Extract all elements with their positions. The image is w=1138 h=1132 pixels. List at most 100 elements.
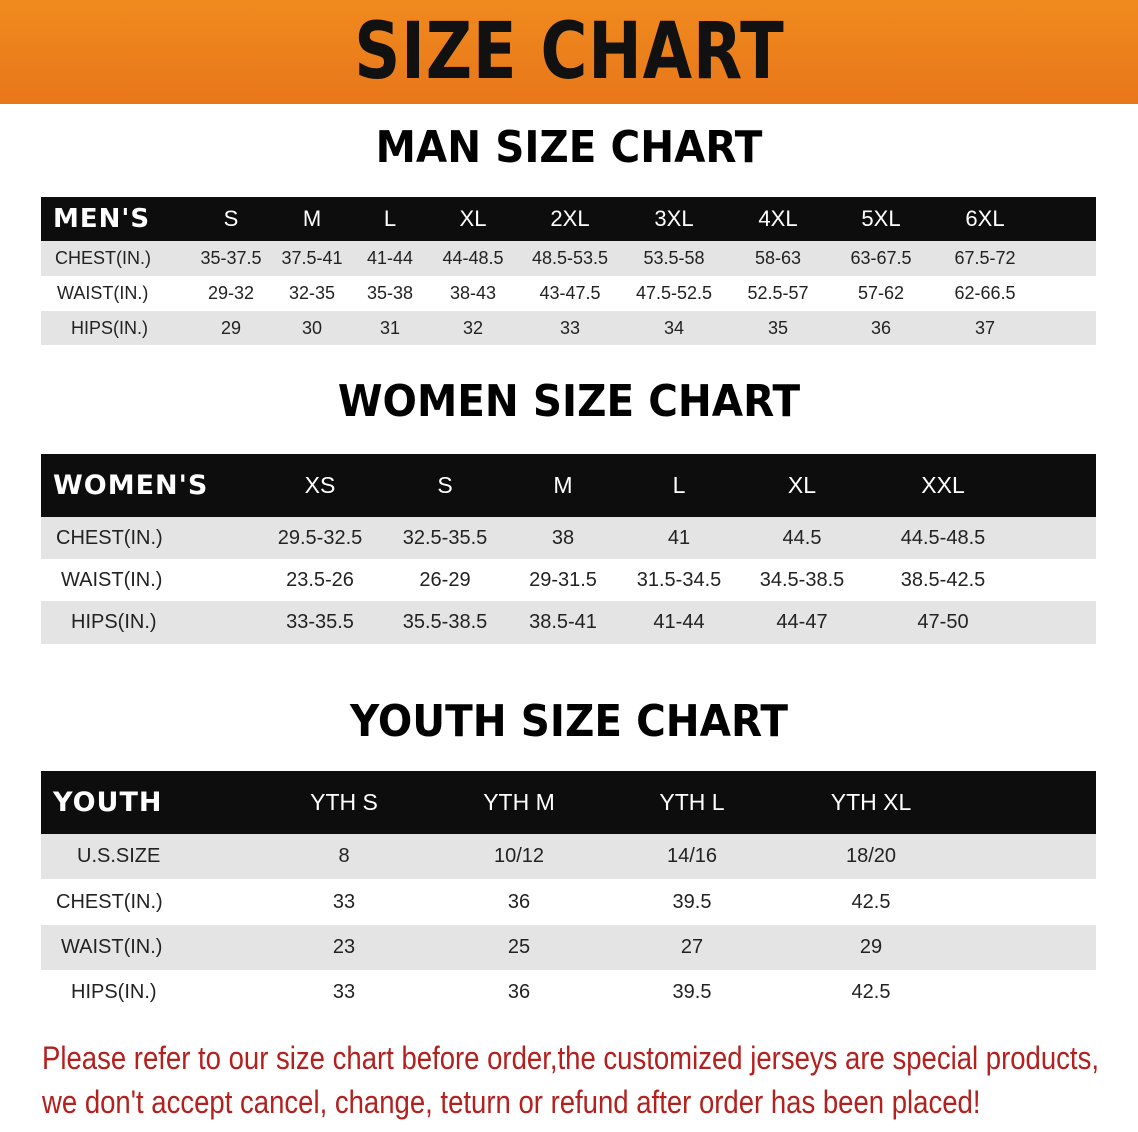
measurement-value: 38.5-41 <box>529 611 597 633</box>
measurement-value: 35 <box>767 317 789 338</box>
size-chart-banner: SIZE CHART <box>0 0 1138 104</box>
size-header-cell: 2XL <box>550 206 590 231</box>
measurement-value: 48.5-53.5 <box>531 248 609 268</box>
measurement-value: 44.5 <box>782 526 822 549</box>
size-header-cell: L <box>383 206 397 231</box>
measurement-value: 35-37.5 <box>200 248 262 268</box>
youth-title: YOUTH SIZE CHART <box>350 696 788 747</box>
size-header-cell: M <box>302 206 322 231</box>
measurement-value: 32-35 <box>288 283 336 303</box>
banner-title: SIZE CHART <box>353 7 785 97</box>
size-header-cell: XL <box>459 206 487 231</box>
measurement-value: 29-32 <box>207 283 255 303</box>
measurement-value: 18/20 <box>845 845 897 867</box>
measurement-label: WAIST(IN.) <box>61 568 163 591</box>
measurement-label: WAIST(IN.) <box>57 283 149 303</box>
measurement-value: 36 <box>870 317 892 338</box>
measurement-value: 32 <box>462 317 484 338</box>
order-notice: Please refer to our size chart before or… <box>42 1036 1099 1124</box>
measurement-value: 53.5-58 <box>643 248 705 268</box>
measurement-value: 34 <box>663 317 685 338</box>
size-header-cell: L <box>672 472 686 498</box>
men-table-row: WAIST(IN.) 29-32 32-35 35-38 38-43 43-47.5 47.… <box>41 276 1096 311</box>
notice-line-1: Please refer to our size chart before or… <box>42 1040 1099 1076</box>
measurement-value: 33 <box>332 981 356 1003</box>
measurement-value: 57-62 <box>857 283 905 303</box>
measurement-value: 29-31.5 <box>529 568 597 591</box>
women-header-label: WOMEN'S <box>53 470 209 501</box>
measurement-value: 47-50 <box>917 611 969 633</box>
measurement-label: HIPS(IN.) <box>71 981 157 1003</box>
measurement-value: 38.5-42.5 <box>900 568 986 591</box>
measurement-label: CHEST(IN.) <box>56 890 163 913</box>
measurement-value: 23 <box>332 936 356 958</box>
measurement-value: 35.5-38.5 <box>402 611 488 633</box>
measurement-value: 58-63 <box>754 248 802 268</box>
measurement-value: 67.5-72 <box>954 248 1016 268</box>
size-header-cell: S <box>223 206 239 231</box>
measurement-value: 29 <box>220 317 242 338</box>
measurement-value: 35-38 <box>366 283 414 303</box>
men-table-row: HIPS(IN.) 29 30 31 32 33 34 35 36 37 <box>41 311 1096 345</box>
measurement-value: 37.5-41 <box>281 248 343 268</box>
measurement-value: 25 <box>507 936 531 958</box>
size-header-cell: 6XL <box>965 206 1005 231</box>
measurement-value: 44-48.5 <box>442 248 504 268</box>
measurement-value: 41-44 <box>366 248 414 268</box>
size-header-cell: 4XL <box>758 206 798 231</box>
measurement-value: 36 <box>507 890 531 913</box>
youth-table-row: U.S.SIZE 8 10/12 14/16 18/20 <box>41 834 1096 879</box>
measurement-label: CHEST(IN.) <box>55 248 151 268</box>
measurement-value: 29.5-32.5 <box>277 526 363 549</box>
youth-header-label: YOUTH <box>53 787 163 818</box>
measurement-label: HIPS(IN.) <box>71 317 149 338</box>
measurement-value: 32.5-35.5 <box>402 526 488 549</box>
size-header-cell: XS <box>304 472 336 498</box>
measurement-value: 52.5-57 <box>747 283 809 303</box>
size-header-cell: XXL <box>921 472 965 498</box>
measurement-value: 23.5-26 <box>286 568 354 591</box>
measurement-label: HIPS(IN.) <box>71 611 157 633</box>
women-title: WOMEN SIZE CHART <box>337 376 801 427</box>
women-header-row: WOMEN'S XS S M L XL XXL <box>41 454 1096 517</box>
measurement-value: 43-47.5 <box>539 283 601 303</box>
men-table-row: CHEST(IN.) 35-37.5 37.5-41 41-44 44-48.5 48.5… <box>41 241 1096 276</box>
measurement-value: 33 <box>332 890 356 913</box>
measurement-value: 39.5 <box>672 981 712 1003</box>
measurement-value: 10/12 <box>493 845 545 867</box>
measurement-value: 8 <box>338 845 350 867</box>
women-table-row: HIPS(IN.) 33-35.5 35.5-38.5 38.5-41 41-44 44-… <box>41 601 1096 644</box>
men-header-label: MEN'S <box>53 204 151 234</box>
measurement-value: 42.5 <box>851 890 891 913</box>
men-title: MAN SIZE CHART <box>375 122 763 173</box>
women-size-table: WOMEN'S XS S M L XL XXL CHEST(IN.) 29.5-32.5 32.5… <box>41 454 1096 644</box>
notice-line-2: we don't accept cancel, change, teturn o… <box>42 1084 981 1120</box>
measurement-value: 38 <box>551 526 575 549</box>
size-header-cell: YTH S <box>310 789 378 815</box>
measurement-value: 41-44 <box>653 611 705 633</box>
youth-table-row: WAIST(IN.) 23 25 27 29 <box>41 925 1096 970</box>
measurement-value: 33-35.5 <box>286 611 354 633</box>
measurement-value: 44.5-48.5 <box>900 526 986 549</box>
size-header-cell: YTH XL <box>830 789 912 815</box>
youth-size-table: YOUTH YTH S YTH M YTH L YTH XL U.S.SIZE 8 10/12… <box>41 771 1096 1015</box>
youth-table-row: CHEST(IN.) 33 36 39.5 42.5 <box>41 879 1096 925</box>
measurement-value: 42.5 <box>851 981 891 1003</box>
men-header-row: MEN'S S M L XL 2XL 3XL 4XL 5XL 6XL <box>41 197 1096 241</box>
measurement-value: 14/16 <box>666 845 718 867</box>
size-header-cell: M <box>553 472 573 498</box>
measurement-value: 33 <box>559 317 581 338</box>
youth-header-row: YOUTH YTH S YTH M YTH L YTH XL <box>41 771 1096 834</box>
men-size-table: MEN'S S M L XL 2XL 3XL 4XL 5XL 6XL CHEST(IN.) 35-37… <box>41 197 1096 345</box>
size-header-cell: S <box>437 472 453 498</box>
size-header-cell: YTH L <box>659 789 725 815</box>
youth-table-row: HIPS(IN.) 33 36 39.5 42.5 <box>41 970 1096 1015</box>
women-table-row: CHEST(IN.) 29.5-32.5 32.5-35.5 38 41 44.5 44.5… <box>41 517 1096 559</box>
measurement-value: 44-47 <box>776 611 828 633</box>
measurement-label: WAIST(IN.) <box>61 936 163 958</box>
measurement-value: 39.5 <box>672 890 712 913</box>
measurement-label: CHEST(IN.) <box>56 526 163 549</box>
size-header-cell: YTH M <box>483 789 555 815</box>
measurement-value: 63-67.5 <box>850 248 912 268</box>
measurement-value: 30 <box>301 317 323 338</box>
